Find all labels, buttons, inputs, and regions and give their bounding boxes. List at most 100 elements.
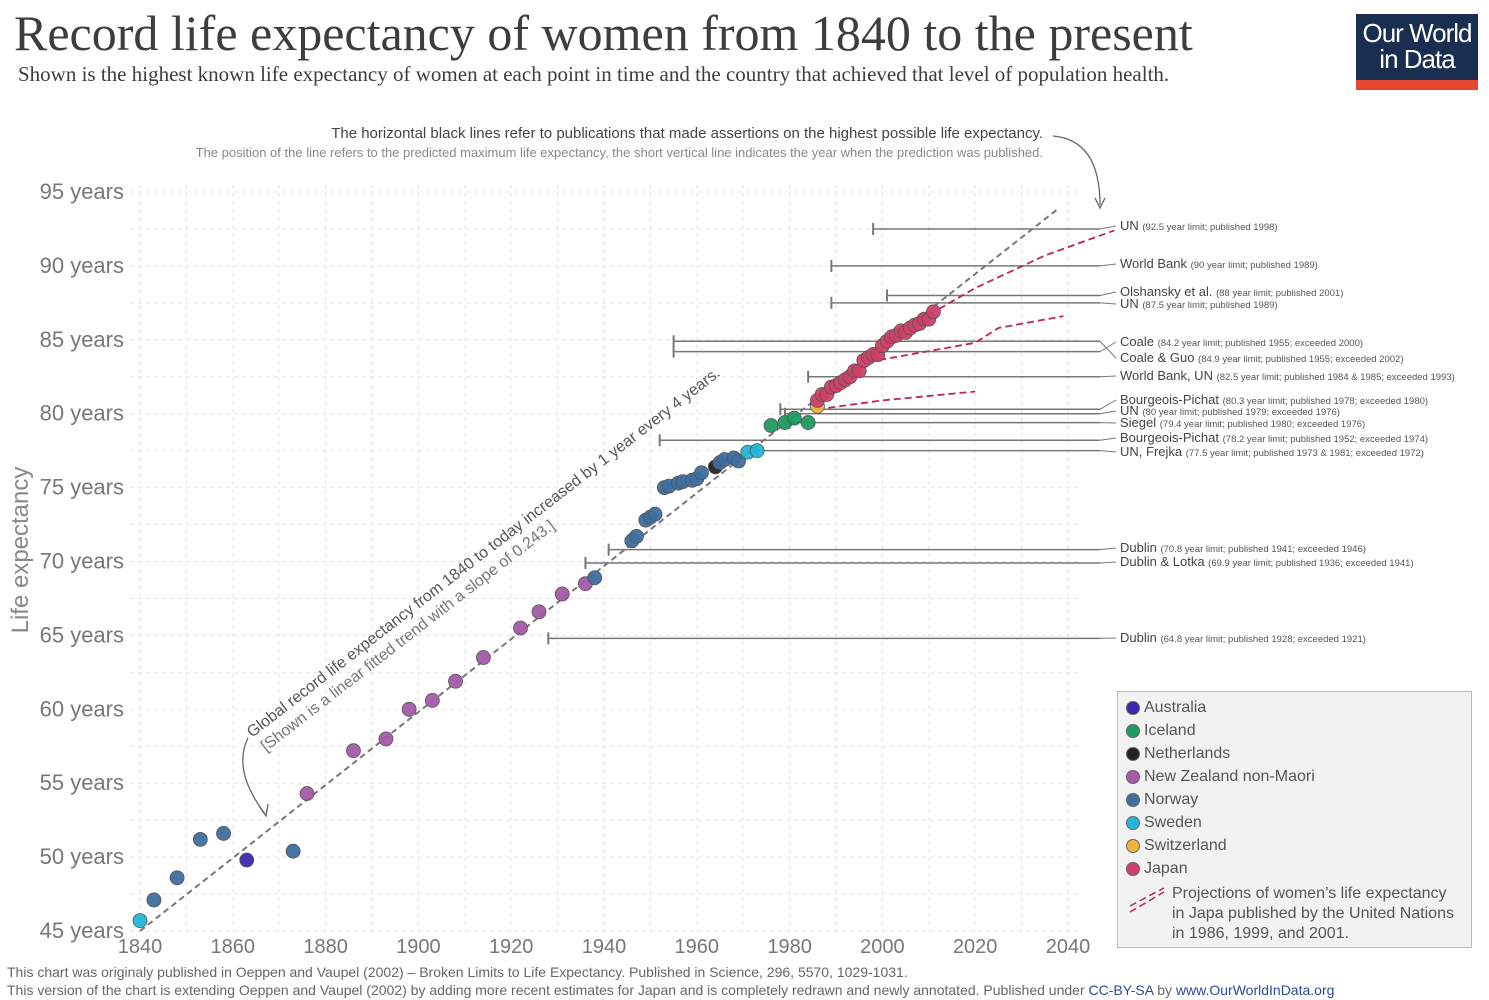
footer-by: by (1153, 982, 1176, 998)
limit-label: UN (87.5 year limit; published 1989) (1120, 296, 1278, 311)
data-point (647, 506, 663, 522)
legend-swatch (1126, 769, 1140, 784)
data-point (448, 673, 463, 689)
x-tick-label: 1920 (489, 936, 534, 958)
data-point (531, 604, 547, 620)
limit-label: Bourgeois-Pichat (78.2 year limit; publi… (1120, 430, 1428, 445)
site-link[interactable]: www.OurWorldInData.org (1175, 982, 1335, 998)
limit-name: Siegel (1120, 415, 1160, 430)
x-tick-label: 1860 (211, 936, 256, 958)
legend-label: Switzerland (1144, 836, 1227, 854)
limit-connector (1099, 340, 1117, 359)
limit-detail: (80.3 year limit; published 1978; exceed… (1223, 396, 1428, 407)
limit-label: World Bank (90 year limit; published 198… (1120, 256, 1318, 271)
x-tick-label: 1880 (303, 936, 348, 958)
legend-item: Norway (1126, 788, 1463, 811)
y-axis-label: Life expectancy (7, 467, 34, 634)
legend-swatch (1126, 838, 1140, 853)
limit-connector (1099, 410, 1117, 415)
data-point (424, 693, 440, 708)
limit-detail: (78.2 year limit; published 1952; exceed… (1223, 434, 1428, 445)
limit-name: UN, Frejka (1120, 444, 1186, 459)
note-arrow (1052, 135, 1101, 206)
limit-label: Bourgeois-Pichat (80.3 year limit; publi… (1120, 392, 1428, 407)
owid-logo[interactable]: Our World in Data (1356, 14, 1478, 90)
chart-subtitle: Shown is the highest known life expectan… (18, 62, 1170, 86)
limit-label: Coale (84.2 year limit; published 1955; … (1120, 334, 1363, 349)
limit-label: UN (92.5 year limit; published 1998) (1120, 218, 1278, 233)
legend-label: Australia (1144, 698, 1207, 716)
legend-swatch (1126, 700, 1140, 715)
y-tick-label: 70 years (40, 549, 124, 574)
data-point (763, 418, 779, 433)
limit-detail: (79.4 year limit; published 1980; exceed… (1160, 419, 1365, 430)
legend-label: Netherlands (1144, 744, 1231, 762)
legend-label: Projections of women’s life expectancy i… (1172, 885, 1454, 942)
data-point (378, 731, 394, 747)
limit-connector (1099, 291, 1117, 296)
limit-detail: (87.5 year limit; published 1989) (1142, 300, 1277, 311)
data-point (926, 304, 941, 320)
legend-label: Sweden (1144, 813, 1202, 831)
y-tick-label: 45 years (40, 918, 124, 943)
legend-item-projection: Projections of women’s life expectancy i… (1126, 884, 1463, 944)
limit-connector (1099, 561, 1117, 564)
x-tick-label: 2000 (860, 936, 905, 958)
legend-swatch (1126, 815, 1140, 830)
data-point (239, 852, 255, 868)
data-point (786, 410, 802, 426)
arrow-head-icon (1094, 197, 1106, 210)
x-tick-label: 2020 (953, 936, 998, 958)
data-point (216, 826, 231, 841)
limit-name: World Bank, UN (1120, 368, 1217, 383)
y-tick-label: 90 years (40, 253, 124, 278)
legend-item: Switzerland (1126, 834, 1463, 857)
projection-swatch (1129, 887, 1165, 913)
limit-detail: (84.9 year limit; published 1955; exceed… (1198, 354, 1403, 365)
legend-label: Iceland (1144, 721, 1196, 739)
data-point (513, 620, 528, 636)
legend-item: Australia (1126, 696, 1463, 719)
x-tick-label: 1900 (396, 936, 441, 958)
projection-line (900, 229, 1115, 332)
limit-detail: (69.9 year limit; published 1936; exceed… (1208, 558, 1413, 569)
projection-line (868, 315, 1064, 363)
limit-name: World Bank (1120, 256, 1191, 271)
limit-connector (1099, 263, 1117, 267)
data-point (749, 443, 765, 459)
limit-name: Dublin & Lotka (1120, 554, 1208, 569)
limit-connector (1099, 399, 1117, 410)
legend-label: New Zealand non-Maori (1144, 767, 1315, 785)
annotation-subnote: The position of the line refers to the p… (195, 145, 1043, 160)
legend-label: Japan (1144, 859, 1188, 877)
limit-label: Siegel (79.4 year limit; published 1980;… (1120, 415, 1365, 430)
legend-item: New Zealand non-Maori (1126, 765, 1463, 788)
data-point (299, 786, 315, 801)
projection-line (817, 390, 976, 411)
data-point (587, 570, 603, 586)
y-tick-label: 55 years (40, 770, 124, 795)
license-link[interactable]: CC-BY-SA (1088, 982, 1154, 998)
trend-label: Global record life expectancy from 1840 … (244, 365, 724, 742)
limit-detail: (80 year limit; published 1979; exceeded… (1142, 407, 1340, 418)
data-point (285, 843, 301, 859)
legend-item: Netherlands (1126, 742, 1463, 765)
limit-connector (1099, 225, 1117, 230)
limit-label: Dublin & Lotka (69.9 year limit; publish… (1120, 554, 1414, 569)
data-point (475, 650, 491, 665)
y-tick-label: 65 years (40, 622, 124, 647)
limit-name: Dublin (1120, 540, 1160, 555)
data-point (401, 701, 417, 717)
data-point (800, 415, 816, 430)
limit-detail: (70.8 year limit; published 1941; exceed… (1160, 544, 1365, 555)
x-tick-label: 1940 (582, 936, 627, 958)
footer-note: This version of the chart is extending O… (7, 982, 1089, 998)
legend-item: Japan (1126, 857, 1463, 880)
annotation-note: The horizontal black lines refer to publ… (331, 125, 1043, 142)
limit-name: Coale (1120, 334, 1158, 349)
limit-label: UN, Frejka (77.5 year limit; published 1… (1120, 444, 1424, 459)
limit-label: World Bank, UN (82.5 year limit; publish… (1120, 368, 1455, 383)
data-point (146, 892, 162, 908)
limit-name: UN (1120, 218, 1142, 233)
limit-name: UN (1120, 296, 1142, 311)
